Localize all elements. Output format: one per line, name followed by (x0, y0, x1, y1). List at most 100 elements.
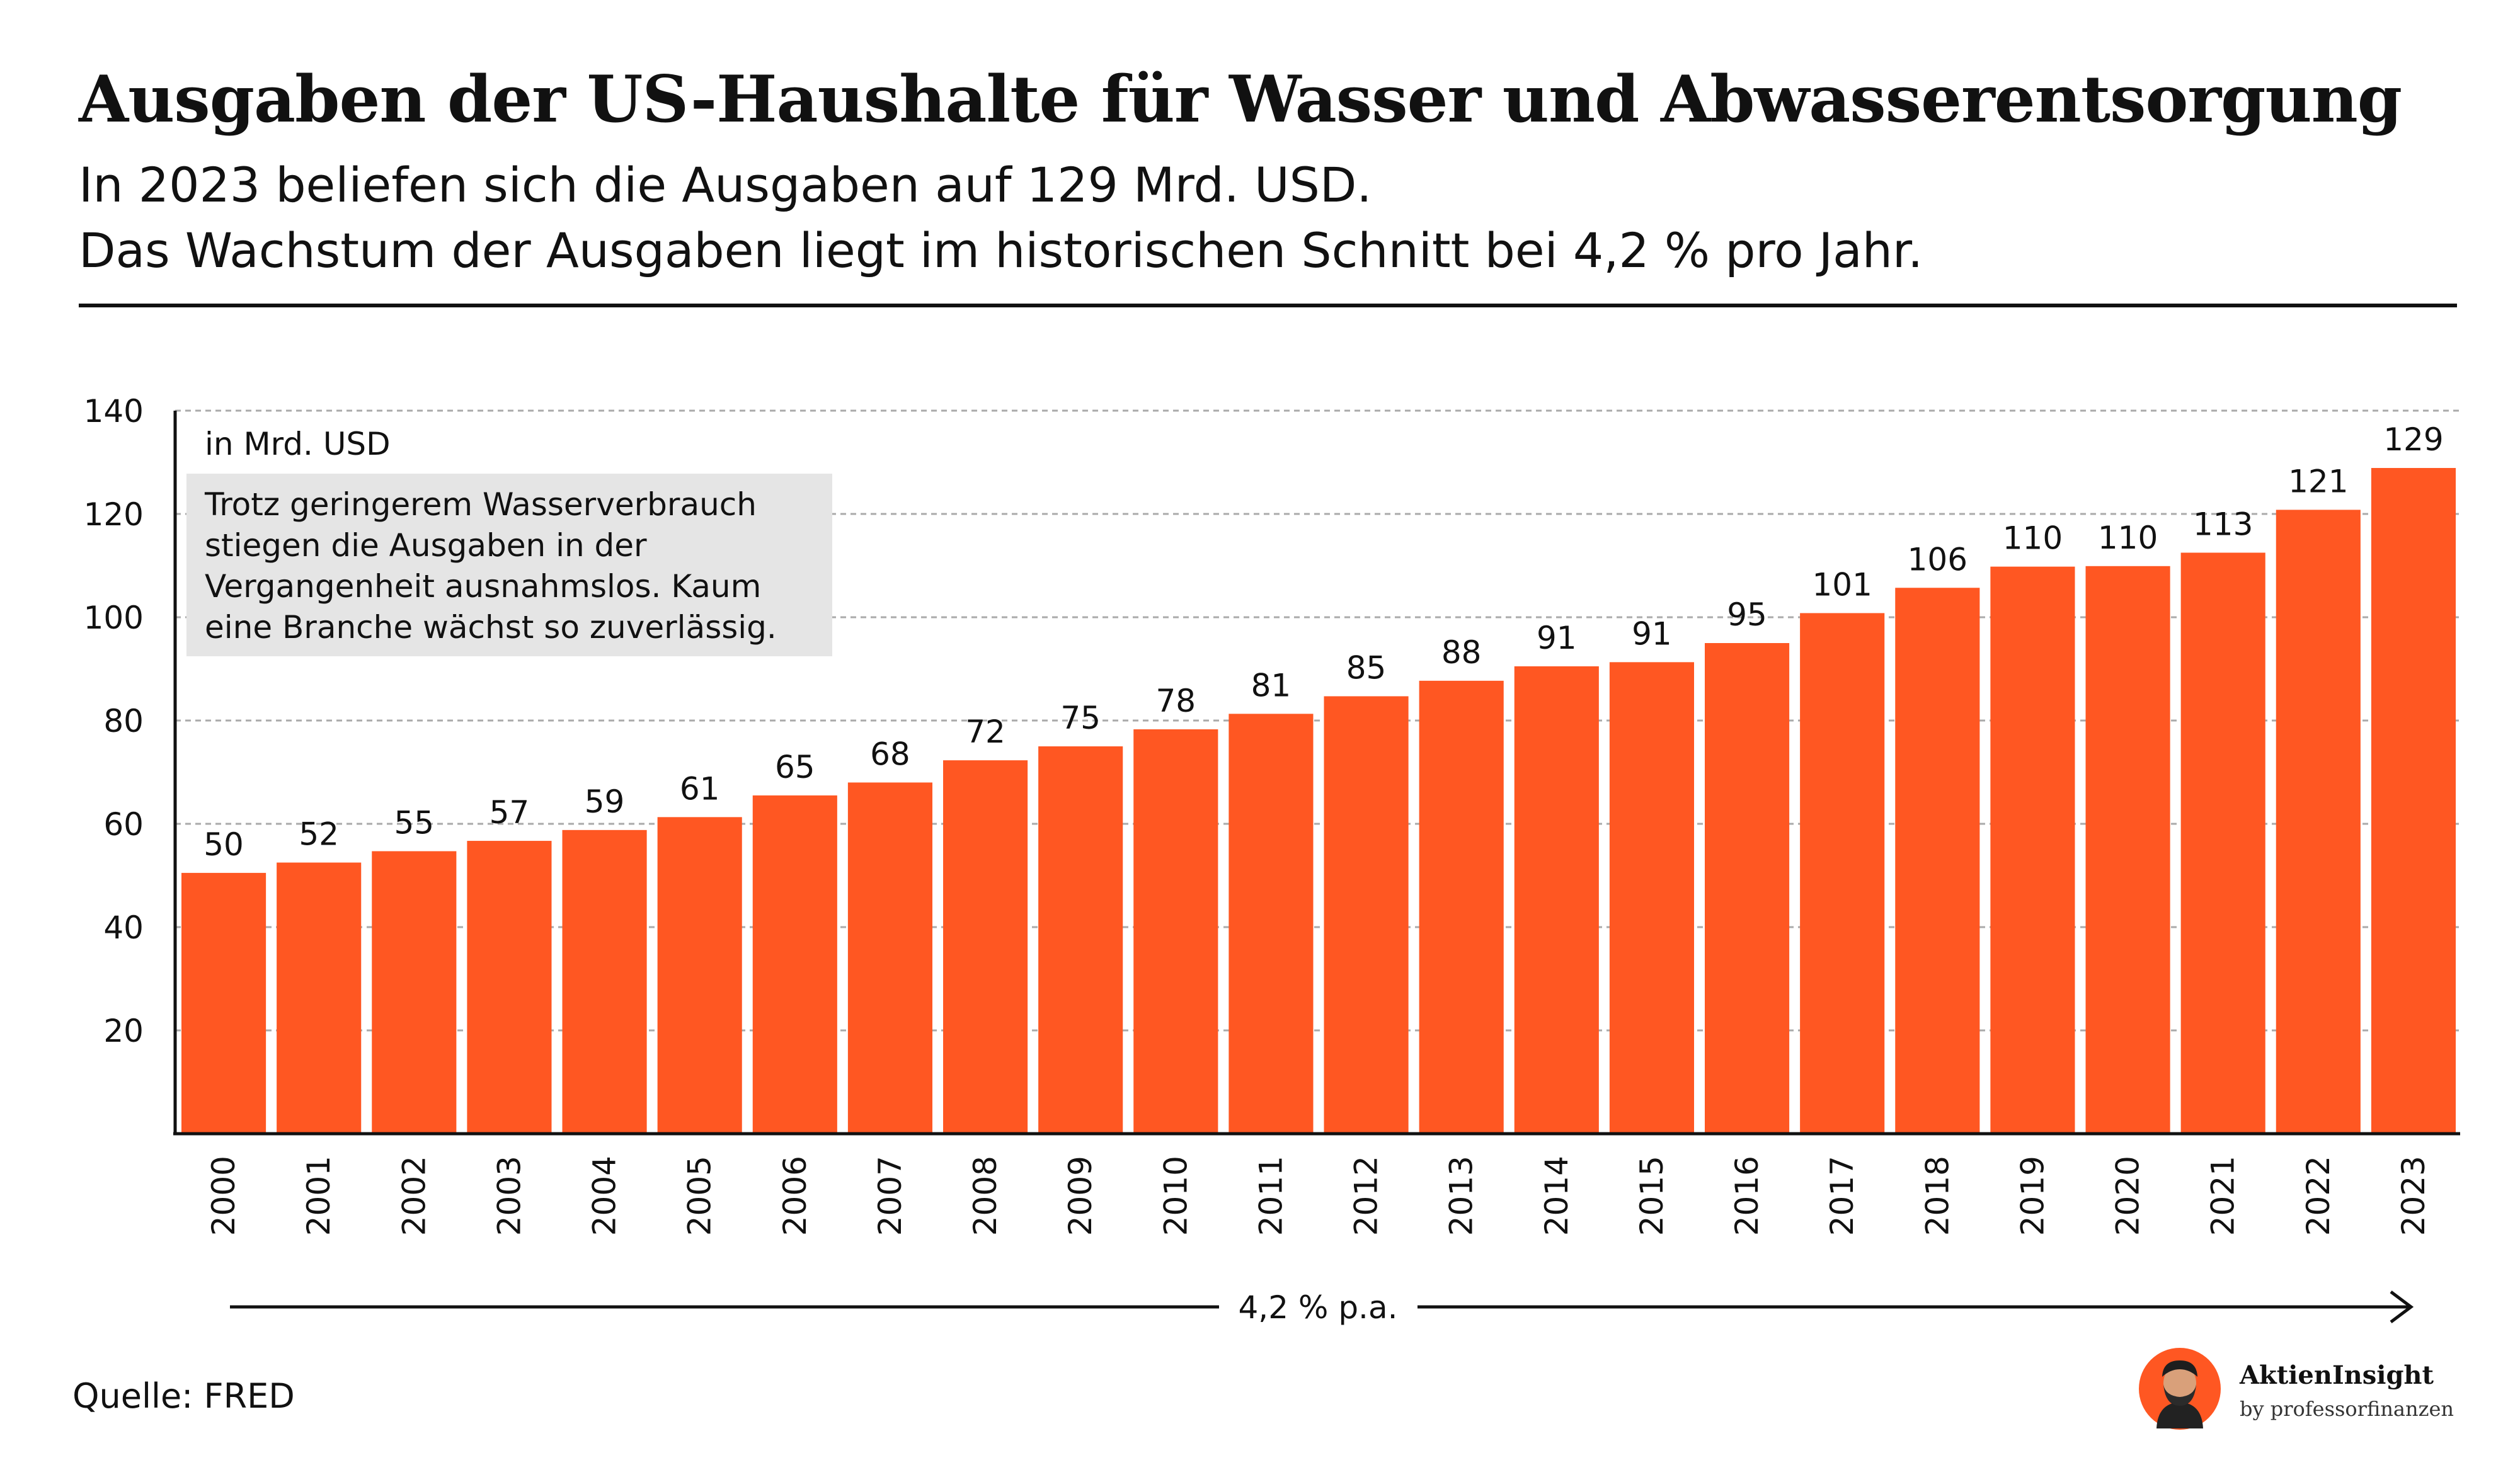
data-labels: 50 52 55 57 59 61 65 68 72 75 78 81 85 88 91 91 95 101 106… (203, 421, 2443, 863)
x-tick-label: 2002 (396, 1156, 432, 1236)
bar (181, 872, 266, 1134)
data-label: 78 (1156, 683, 1196, 719)
growth-arrow-head (2390, 1291, 2414, 1323)
bar (1324, 696, 1409, 1134)
x-tick-label: 2020 (2110, 1156, 2146, 1236)
subtitle-line-1: In 2023 beliefen sich die Ausgaben auf 1… (79, 157, 1372, 213)
x-tick-label: 2014 (1538, 1156, 1575, 1236)
data-label: 129 (2383, 421, 2443, 458)
data-label: 72 (965, 714, 1005, 750)
bar (2085, 566, 2170, 1134)
bar (1514, 666, 1599, 1134)
brand-logo: AktienInsight by professorfinanzen (2139, 1348, 2479, 1436)
data-label: 65 (775, 749, 815, 785)
bar (752, 795, 837, 1134)
y-tick-label: 140 (84, 393, 144, 430)
data-label: 95 (1727, 596, 1767, 633)
x-tick-label: 2015 (1634, 1156, 1670, 1236)
bar (847, 782, 932, 1134)
data-label: 81 (1251, 667, 1292, 704)
x-tick-label: 2013 (1443, 1156, 1480, 1236)
x-tick-label: 2004 (587, 1156, 623, 1236)
annotation-line: Vergangenheit ausnahmslos. Kaum (205, 568, 761, 605)
data-label: 57 (490, 794, 530, 831)
bar (1895, 588, 1980, 1134)
data-label: 121 (2288, 463, 2348, 499)
x-tick-label: 2022 (2300, 1156, 2337, 1236)
x-tick-label: 2009 (1062, 1156, 1099, 1236)
data-label: 52 (299, 816, 339, 853)
y-tick-label: 100 (84, 600, 144, 636)
x-tick-label: 2012 (1348, 1156, 1385, 1236)
bar (1990, 566, 2075, 1134)
y-tick-label: 120 (84, 496, 144, 533)
avatar (2139, 1348, 2221, 1430)
bar (1038, 746, 1123, 1134)
bar (2276, 510, 2361, 1134)
y-tick-label: 20 (103, 1013, 144, 1049)
chart-title: Ausgaben der US-Haushalte für Wasser und… (79, 62, 2402, 137)
data-label: 113 (2193, 506, 2253, 543)
annotation-text: Trotz geringerem Wasserverbrauch stiegen … (204, 486, 777, 646)
bar (562, 829, 647, 1134)
annotation-line: eine Branche wächst so zuverlässig. (205, 609, 777, 646)
x-tick-label: 2008 (967, 1156, 1004, 1236)
x-tick-label: 2003 (491, 1156, 527, 1236)
data-label: 50 (203, 826, 244, 863)
data-label: 55 (394, 804, 435, 841)
annotation-line: stiegen die Ausgaben in der (205, 527, 647, 564)
bar (657, 817, 742, 1134)
brand-name: AktienInsight (2240, 1360, 2434, 1390)
x-tick-label: 2007 (872, 1156, 908, 1236)
bar (1705, 643, 1790, 1134)
data-label: 68 (870, 736, 910, 772)
bar (1609, 662, 1694, 1134)
x-tick-label: 2018 (1919, 1156, 1956, 1236)
bars (181, 468, 2456, 1134)
x-tick-label: 2001 (301, 1156, 337, 1236)
brand-byline: by professorfinanzen (2240, 1397, 2454, 1421)
subtitle-line-2: Das Wachstum der Ausgaben liegt im histo… (79, 222, 1923, 278)
x-tick-label: 2021 (2205, 1156, 2242, 1236)
x-tick-label: 2011 (1252, 1156, 1289, 1236)
bar (277, 862, 362, 1134)
data-label: 91 (1537, 620, 1577, 656)
bar (1228, 714, 1314, 1134)
x-axis-ticks: 2000 2001 2002 2003 2004 2005 2006 2007 2008 2009… (205, 1156, 2432, 1236)
data-label: 110 (2098, 520, 2158, 556)
y-tick-label: 80 (103, 703, 144, 739)
data-label: 61 (680, 770, 720, 807)
bar (1133, 729, 1218, 1134)
y-tick-label: 40 (103, 909, 144, 946)
x-tick-label: 2006 (777, 1156, 813, 1236)
data-label: 110 (2003, 520, 2063, 557)
bar (1419, 680, 1504, 1134)
data-label: 59 (585, 784, 625, 820)
data-label: 85 (1346, 649, 1387, 686)
bar (2371, 468, 2456, 1134)
bar (467, 841, 552, 1134)
y-tick-label: 60 (103, 806, 144, 843)
bar (943, 760, 1028, 1134)
x-tick-label: 2010 (1157, 1156, 1194, 1236)
bar (372, 851, 457, 1134)
source-note: Quelle: FRED (72, 1376, 295, 1416)
bar (2180, 552, 2265, 1134)
annotation-box: Trotz geringerem Wasserverbrauch stiegen … (186, 474, 832, 656)
growth-label: 4,2 % p.a. (1239, 1289, 1398, 1326)
unit-label: in Mrd. USD (205, 426, 391, 462)
data-label: 106 (1908, 541, 1967, 578)
grid-lines (175, 409, 2460, 1032)
bar (1800, 613, 1885, 1134)
data-label: 91 (1632, 615, 1672, 652)
data-label: 75 (1060, 700, 1101, 736)
data-label: 88 (1441, 634, 1482, 671)
x-tick-label: 2023 (2395, 1156, 2432, 1236)
x-tick-label: 2000 (205, 1156, 242, 1236)
header-divider (79, 304, 2457, 307)
x-tick-label: 2005 (682, 1156, 718, 1236)
x-tick-label: 2019 (2014, 1156, 2051, 1236)
growth-arrow: 4,2 % p.a. (230, 1289, 2414, 1326)
x-tick-label: 2016 (1729, 1156, 1765, 1236)
